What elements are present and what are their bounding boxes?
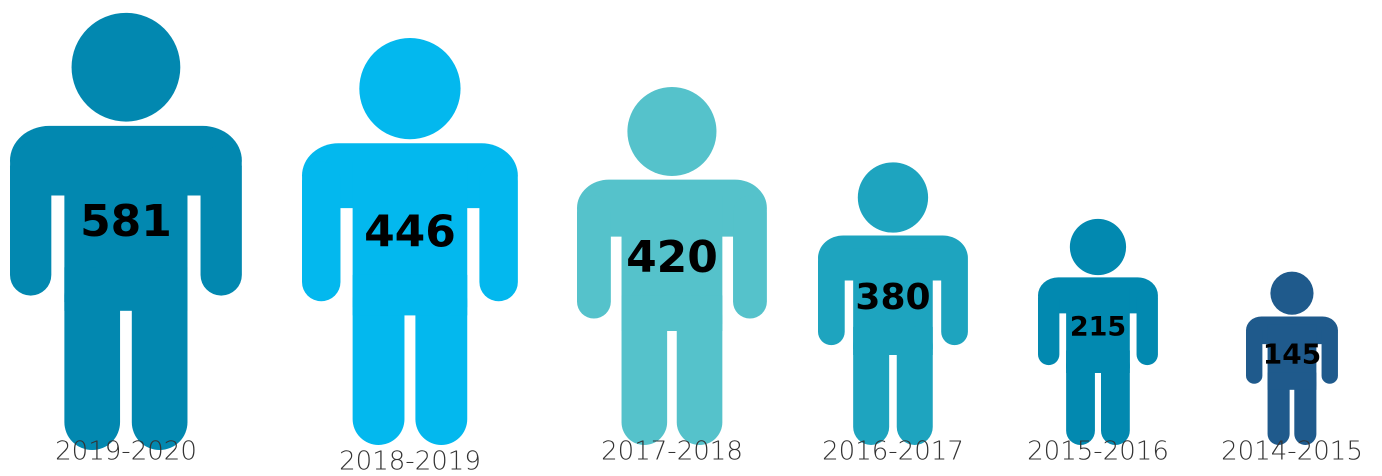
value-label: 145 <box>1263 337 1321 370</box>
head <box>857 162 929 233</box>
left-arm <box>577 195 611 319</box>
category-label: 2019-2020 <box>55 437 197 467</box>
leg-top <box>1066 350 1130 373</box>
person-figure <box>302 37 518 446</box>
leg-top <box>352 274 468 316</box>
right-arm <box>200 145 242 296</box>
right-arm <box>941 248 968 346</box>
right-arm <box>733 195 767 319</box>
leg-top <box>621 295 723 331</box>
leg-top <box>64 267 188 311</box>
person-figure <box>1246 271 1338 445</box>
leg-top <box>853 326 933 355</box>
head <box>359 37 461 140</box>
left-arm <box>818 248 845 346</box>
value-label: 581 <box>80 196 172 247</box>
person-figure <box>10 12 242 450</box>
right-leg <box>896 326 933 445</box>
left-arm <box>1038 287 1060 366</box>
head <box>627 86 717 177</box>
right-arm <box>479 161 518 302</box>
leg-top <box>1267 372 1317 390</box>
left-leg <box>1267 372 1290 445</box>
person-figure <box>577 86 767 445</box>
head <box>1270 271 1314 315</box>
right-leg <box>415 274 468 446</box>
left-arm <box>1246 324 1263 384</box>
left-arm <box>302 161 341 302</box>
right-arm <box>1136 287 1158 366</box>
category-label: 2016-2017 <box>822 437 964 467</box>
person-figure <box>1038 218 1158 445</box>
left-leg <box>352 274 405 446</box>
right-arm <box>1321 324 1338 384</box>
left-leg <box>1066 350 1095 445</box>
value-label: 380 <box>855 277 930 318</box>
right-leg <box>676 295 723 445</box>
category-label: 2014-2015 <box>1221 437 1363 467</box>
value-label: 215 <box>1070 312 1126 343</box>
value-label: 446 <box>364 206 456 257</box>
head <box>71 12 181 122</box>
left-leg <box>621 295 668 445</box>
left-leg <box>64 267 121 450</box>
person-figure <box>818 162 968 445</box>
right-leg <box>131 267 188 450</box>
head <box>1069 218 1127 276</box>
left-leg <box>853 326 890 445</box>
value-label: 420 <box>626 232 718 283</box>
right-leg <box>1294 372 1317 445</box>
category-label: 2015-2016 <box>1027 437 1169 467</box>
category-label: 2018-2019 <box>339 447 481 476</box>
category-label: 2017-2018 <box>601 437 743 467</box>
left-arm <box>10 145 52 296</box>
right-leg <box>1101 350 1130 445</box>
